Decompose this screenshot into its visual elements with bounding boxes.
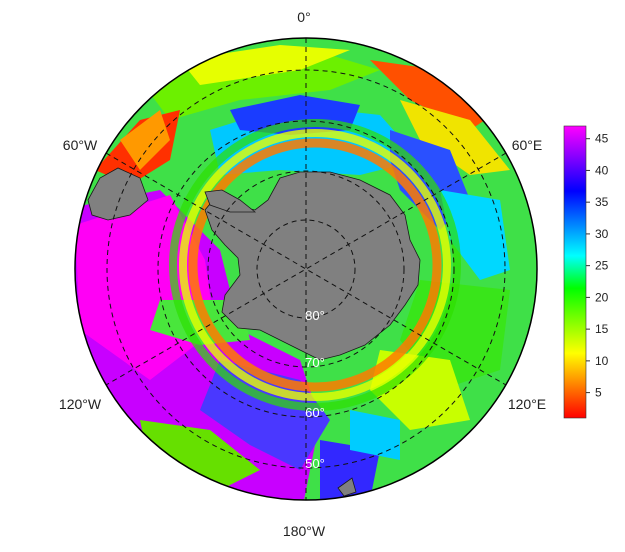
south-atlantic-orange xyxy=(120,110,170,170)
lon-label-lower-left: 120°W xyxy=(59,396,102,412)
colorbar-tick-label: 10 xyxy=(595,354,609,368)
lat-label-70: 70° xyxy=(305,355,325,370)
ocean-data-field xyxy=(75,38,537,500)
colorbar-tick-label: 25 xyxy=(595,259,609,273)
antarctic-peninsula xyxy=(204,189,257,213)
colorbar-tick-label: 40 xyxy=(595,163,609,177)
south-america-landmass xyxy=(87,167,149,221)
lon-label-bottom: 180°W xyxy=(283,523,326,539)
colorbar: 5 10 15 20 25 30 35 40 45 xyxy=(563,125,609,419)
lon-label-upper-right: 60°E xyxy=(512,137,543,153)
coastal-green-ring xyxy=(169,119,461,411)
colorbar-tick-label: 30 xyxy=(595,227,609,241)
colorbar-tick-label: 20 xyxy=(595,290,609,304)
coastal-low-ring xyxy=(188,138,442,392)
graticule xyxy=(105,38,507,500)
tasman-cyan xyxy=(350,410,400,460)
kerguelen-warm xyxy=(370,60,500,130)
coastal-mid-ring xyxy=(179,129,451,401)
indian-cyan xyxy=(440,190,510,280)
antarctica-landmass xyxy=(204,171,421,361)
lat-label-60: 60° xyxy=(305,405,325,420)
lon-label-upper-left: 60°W xyxy=(63,137,98,153)
lat-label-80: 80° xyxy=(305,308,325,323)
colorbar-tick-label: 35 xyxy=(595,195,609,209)
atlantic-yellow xyxy=(180,45,350,85)
lat-label-50: 50° xyxy=(305,456,325,471)
colorbar-tick-label: 45 xyxy=(595,132,609,146)
lon-label-lower-right: 120°E xyxy=(508,396,546,412)
indian-yellow xyxy=(400,100,510,175)
colorbar-tick-label: 5 xyxy=(595,386,602,400)
map-frame xyxy=(74,37,538,501)
colorbar-tick-label: 15 xyxy=(595,322,609,336)
new-zealand-landmass xyxy=(337,477,357,497)
lon-label-top: 0° xyxy=(297,9,310,25)
colorbar-ramp xyxy=(563,125,587,419)
colorbar-ticks: 5 10 15 20 25 30 35 40 45 xyxy=(586,132,609,400)
tasman-blue xyxy=(320,440,380,500)
